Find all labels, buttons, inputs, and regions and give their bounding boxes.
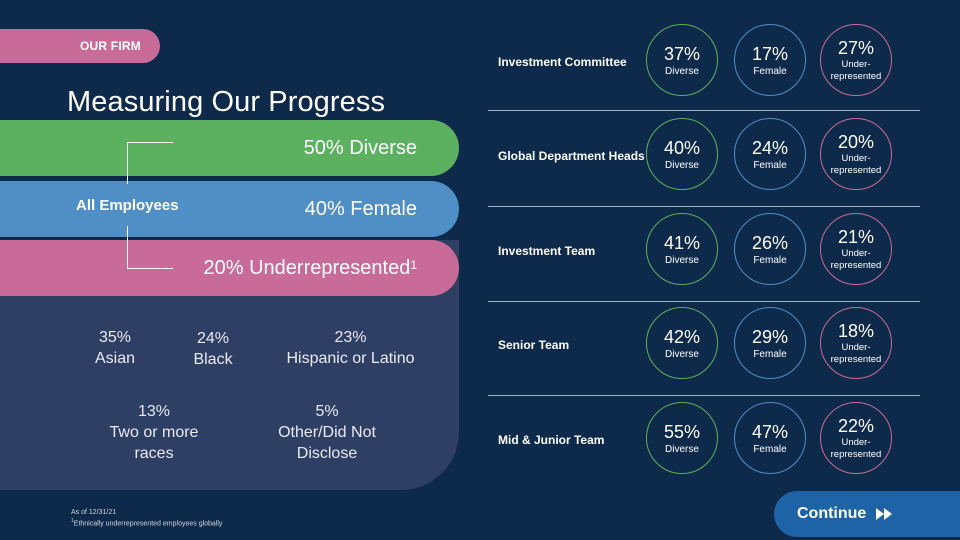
female-label: Female	[753, 254, 787, 266]
bracket-bottom	[127, 226, 173, 269]
diverse-label: Diverse	[665, 65, 699, 77]
underrepresented-pct: 22%	[837, 416, 875, 436]
diverse-circle: 41% Diverse	[646, 213, 718, 285]
group-row-investment-team: Investment Team 41% Diverse 26% Female 21%…	[488, 203, 920, 298]
female-pct: 24%	[751, 137, 789, 158]
underrepresented-label-1: Under-	[841, 342, 871, 353]
row-divider	[488, 301, 920, 302]
underrepresented-circle: 21% Under-represented	[820, 213, 892, 285]
diverse-bar-label: 50% Diverse	[303, 136, 417, 159]
female-circle: 24% Female	[734, 118, 806, 190]
female-bar-label: 40% Female	[304, 197, 417, 220]
underrepresented-circle: 22% Under-represented	[820, 402, 892, 474]
footnote-text-line: 1Ethnically underrepresented employees g…	[71, 517, 222, 528]
underrepresented-label-2: represented	[830, 165, 882, 176]
diverse-label: Diverse	[665, 159, 699, 171]
diverse-pct: 41%	[663, 232, 701, 253]
stat-hispanic-label: Hispanic or Latino	[286, 350, 415, 367]
female-circle: 47% Female	[734, 402, 806, 474]
stat-asian-pct: 35%	[98, 329, 132, 346]
stat-hispanic: 23% Hispanic or Latino	[273, 327, 428, 369]
stat-black: 24% Black	[183, 328, 243, 370]
underrepresented-bar-label: 20% Underrepresented	[203, 256, 411, 279]
stat-hispanic-pct: 23%	[334, 329, 367, 346]
diverse-pct: 55%	[663, 421, 701, 442]
female-label: Female	[753, 443, 787, 455]
footnote: As of 12/31/21 1Ethnically underrepresen…	[71, 508, 222, 528]
row-divider	[488, 395, 920, 396]
row-divider	[488, 110, 920, 111]
female-circle: 29% Female	[734, 307, 806, 379]
underrepresented-circle: 27% Under-represented	[820, 24, 892, 96]
underrepresented-label-1: Under-	[841, 153, 871, 164]
continue-button[interactable]: Continue	[774, 491, 960, 537]
continue-label: Continue	[797, 505, 867, 522]
group-row-global-department-heads: Global Department Heads 40% Diverse 24% Fe…	[488, 108, 920, 203]
diverse-label: Diverse	[665, 254, 699, 266]
diverse-circle: 42% Diverse	[646, 307, 718, 379]
stat-black-label: Black	[193, 351, 233, 368]
diverse-pct: 42%	[663, 326, 701, 347]
group-name: Mid & Junior Team	[498, 432, 605, 447]
footnote-text: Ethnically underrepresented employees gl…	[73, 520, 223, 528]
diverse-circle: 55% Diverse	[646, 402, 718, 474]
underrepresented-label-2: represented	[830, 354, 882, 365]
stat-two-or-more-pct: 13%	[137, 403, 171, 420]
female-label: Female	[753, 65, 787, 77]
bracket-top	[127, 142, 173, 184]
group-name: Investment Team	[498, 243, 596, 258]
stat-other-pct: 5%	[315, 403, 339, 420]
underrepresented-label-2: represented	[830, 71, 882, 82]
diverse-pct: 40%	[663, 137, 701, 158]
underrepresented-label-1: Under-	[841, 248, 871, 259]
stat-other-label: Other/Did Not Disclose	[278, 424, 376, 462]
stat-asian-label: Asian	[94, 350, 136, 367]
underrepresented-pct: 27%	[837, 38, 875, 58]
female-circle: 26% Female	[734, 213, 806, 285]
page-title: Measuring Our Progress	[67, 86, 386, 118]
footnote-date: As of 12/31/21	[71, 509, 117, 516]
underrepresented-label-2: represented	[830, 449, 882, 460]
group-row-mid-junior-team: Mid & Junior Team 55% Diverse 47% Female 2…	[488, 392, 920, 487]
female-label: Female	[753, 348, 787, 360]
diverse-circle: 40% Diverse	[646, 118, 718, 190]
underrepresented-pct: 18%	[837, 321, 875, 341]
footnote-mark: 1	[410, 258, 417, 272]
diverse-label: Diverse	[665, 443, 699, 455]
female-pct: 29%	[751, 326, 789, 347]
diverse-label: Diverse	[665, 348, 699, 360]
footnote-text-mark: 1	[71, 518, 74, 524]
underrepresented-bar: 20% Underrepresented 1	[0, 240, 459, 296]
underrepresented-label-1: Under-	[841, 437, 871, 448]
group-name: Investment Committee	[498, 54, 627, 69]
stat-two-or-more: 13% Two or more races	[98, 401, 210, 464]
diverse-bar: 50% Diverse	[0, 120, 459, 176]
underrepresented-pct: 21%	[837, 227, 875, 247]
diverse-pct: 37%	[663, 43, 701, 64]
female-label: Female	[753, 159, 787, 171]
row-divider	[488, 206, 920, 207]
diverse-circle: 37% Diverse	[646, 24, 718, 96]
group-name: Global Department Heads	[498, 148, 645, 163]
group-row-senior-team: Senior Team 42% Diverse 29% Female 18% Unde…	[488, 297, 920, 392]
stat-two-or-more-label: Two or more races	[109, 424, 199, 462]
underrepresented-label-1: Under-	[841, 59, 871, 70]
female-pct: 47%	[751, 421, 789, 442]
underrepresented-circle: 18% Under-represented	[820, 307, 892, 379]
underrepresented-label-2: represented	[830, 260, 882, 271]
underrepresented-circle: 20% Under-represented	[820, 118, 892, 190]
stat-black-pct: 24%	[196, 330, 230, 347]
stat-other: 5% Other/Did Not Disclose	[266, 401, 388, 464]
group-name: Senior Team	[498, 337, 570, 352]
group-row-investment-committee: Investment Committee 37% Diverse 17% Femal…	[488, 14, 920, 109]
female-pct: 17%	[751, 43, 789, 64]
female-bar: 40% Female	[0, 181, 459, 237]
section-tag: OUR FIRM	[0, 29, 160, 63]
fast-forward-icon	[876, 508, 893, 520]
female-pct: 26%	[751, 232, 789, 253]
all-employees-label: All Employees	[76, 197, 179, 214]
underrepresented-pct: 20%	[837, 132, 875, 152]
female-circle: 17% Female	[734, 24, 806, 96]
stat-asian: 35% Asian	[84, 327, 146, 369]
